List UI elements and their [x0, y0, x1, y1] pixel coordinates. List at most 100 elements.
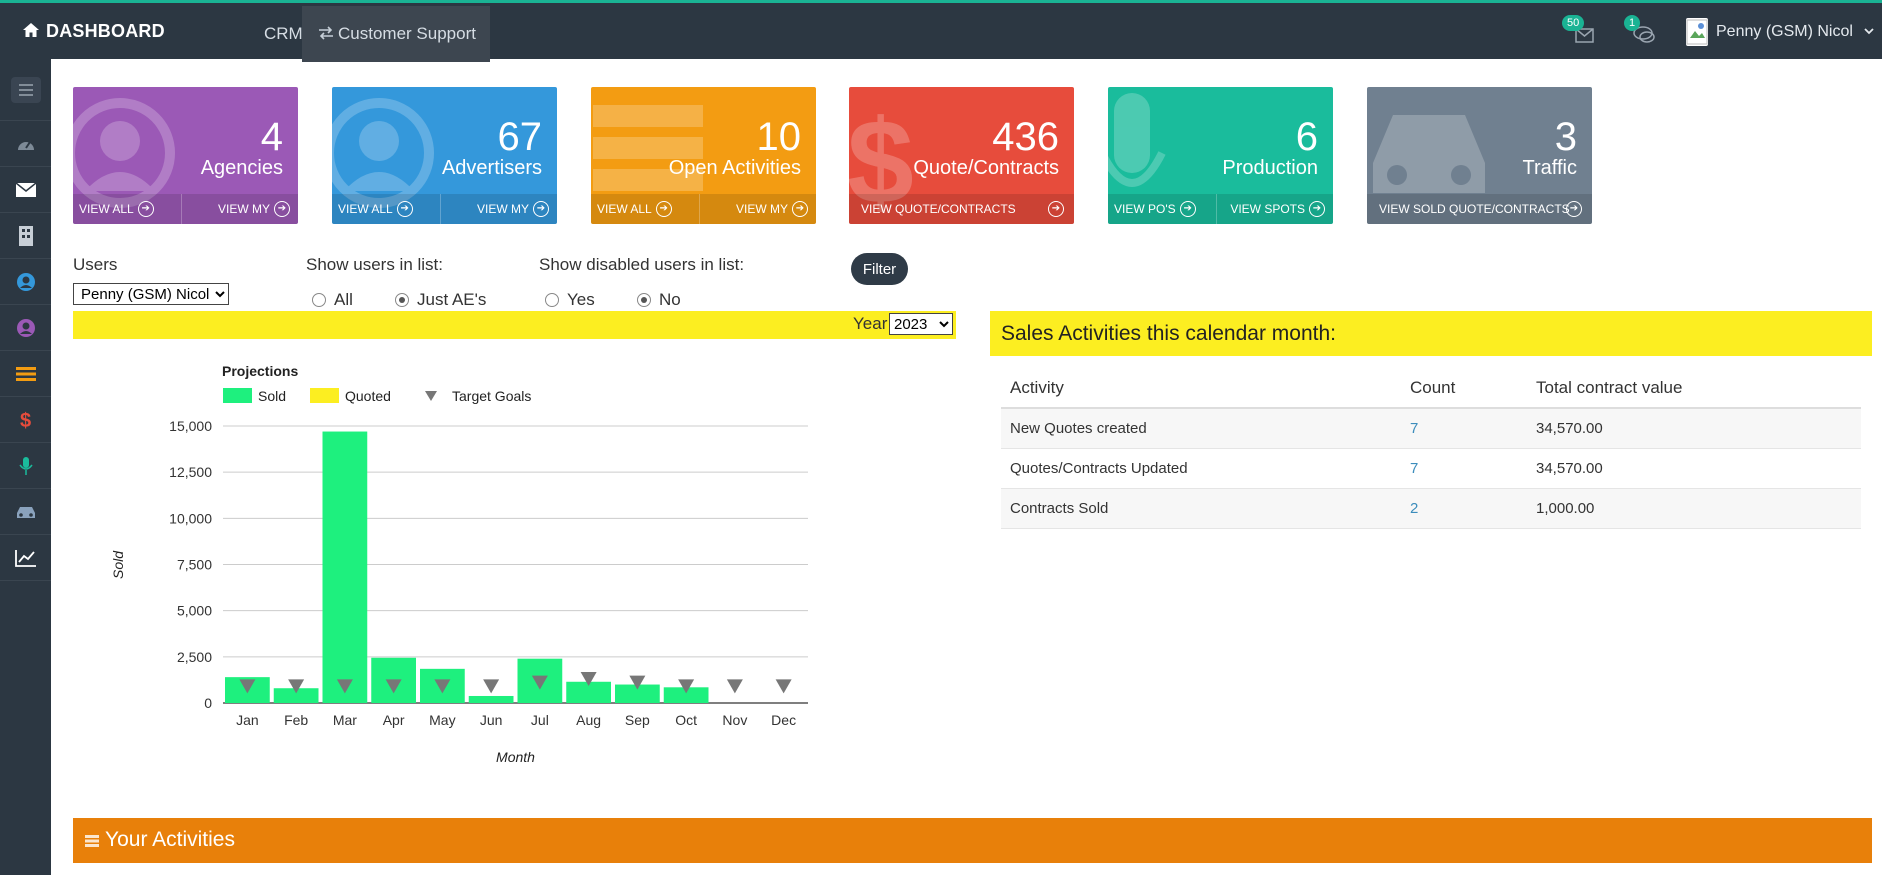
target-goal-marker [288, 679, 305, 694]
sidebar-item-mail[interactable] [0, 167, 51, 213]
radio-show-users-all[interactable] [312, 293, 326, 307]
bar-sold [566, 681, 611, 703]
legend-label-sold: Sold [258, 388, 286, 404]
table-header-row: Activity Count Total contract value [1001, 368, 1861, 409]
radio-label-yes: Yes [567, 290, 595, 309]
sidebar-item-reports[interactable] [0, 535, 51, 581]
x-tick-label: Mar [333, 712, 357, 728]
target-goal-marker [726, 679, 743, 694]
nav-crm[interactable]: CRM [264, 24, 303, 43]
open-activities-label: Open Activities [668, 157, 801, 179]
bar-sold [663, 687, 709, 703]
radio-show-users-just-aes[interactable] [395, 293, 409, 307]
agencies-view-all[interactable]: VIEW ALL ➔ [73, 194, 181, 224]
tile-advertisers[interactable]: 67 Advertisers VIEW ALL ➔ VIEW MY ➔ [332, 87, 557, 224]
view-pos-label: VIEW PO'S [1114, 202, 1176, 216]
year-label: Year [853, 314, 888, 333]
x-tick-label: May [429, 712, 455, 728]
sidebar-item-contracts[interactable]: $ [0, 397, 51, 443]
radio-show-disabled-no[interactable] [637, 293, 651, 307]
advertisers-view-my[interactable]: VIEW MY ➔ [440, 194, 557, 224]
y-tick-label: 7,500 [177, 557, 212, 573]
open-activities-view-my[interactable]: VIEW MY ➔ [699, 194, 816, 224]
tile-traffic[interactable]: 3 Traffic VIEW SOLD QUOTE/CONTRACTS ➔ [1367, 87, 1592, 224]
filter-button[interactable]: Filter [851, 253, 908, 285]
sidebar-item-dashboard[interactable] [0, 121, 51, 167]
x-tick-label: Aug [576, 712, 601, 728]
target-goal-marker [336, 679, 353, 694]
agencies-count: 4 [260, 115, 283, 159]
tile-agencies[interactable]: 4 Agencies VIEW ALL ➔ VIEW MY ➔ [73, 87, 298, 224]
view-my-label: VIEW MY [476, 202, 529, 216]
target-goal-marker [678, 679, 695, 694]
year-select[interactable]: 2023 [889, 313, 953, 335]
advertisers-view-all[interactable]: VIEW ALL ➔ [332, 194, 440, 224]
user-circle-icon [73, 98, 175, 208]
bar-sold [615, 684, 660, 703]
count-link[interactable]: 2 [1401, 488, 1527, 529]
sales-activities-table: Activity Count Total contract value New … [1001, 368, 1861, 529]
show-disabled-label: Show disabled users in list: [539, 255, 745, 274]
col-activity: Activity [1001, 368, 1401, 409]
nav-customer-support[interactable]: Customer Support [302, 6, 490, 62]
target-goal-marker [580, 671, 597, 686]
sidebar-item-advertisers[interactable] [0, 259, 51, 305]
sales-activities-heading: Sales Activities this calendar month: [990, 311, 1872, 356]
tile-production[interactable]: 6 Production VIEW PO'S ➔ VIEW SPOTS ➔ [1108, 87, 1333, 224]
count-link[interactable]: 7 [1401, 448, 1527, 489]
users-label: Users [73, 255, 118, 274]
list-icon [15, 366, 36, 381]
user-menu[interactable]: Penny (GSM) Nicol [1686, 18, 1875, 46]
view-sold-quote-contracts[interactable]: VIEW SOLD QUOTE/CONTRACTS ➔ [1367, 194, 1592, 224]
target-goal-marker [775, 679, 792, 694]
x-tick-label: Nov [722, 712, 747, 728]
radio-label-just-aes: Just AE's [417, 290, 487, 309]
view-quote-contracts[interactable]: VIEW QUOTE/CONTRACTS ➔ [849, 194, 1074, 224]
radio-label-all: All [334, 290, 353, 309]
count-link[interactable]: 7 [1401, 408, 1527, 449]
activity-cell: Contracts Sold [1001, 488, 1401, 529]
chart-line-icon [14, 549, 36, 567]
production-view-spots[interactable]: VIEW SPOTS ➔ [1216, 194, 1333, 224]
nav-customer-support-label: Customer Support [338, 24, 476, 43]
tile-quote-contracts[interactable]: $ 436 Quote/Contracts VIEW QUOTE/CONTRAC… [849, 87, 1074, 224]
y-tick-label: 5,000 [177, 603, 212, 619]
users-select[interactable]: Penny (GSM) Nicol [73, 283, 229, 305]
your-activities-heading: Your Activities [73, 818, 1872, 863]
user-circle-icon [16, 272, 35, 291]
activity-cell: New Quotes created [1001, 408, 1401, 449]
table-row: Contracts Sold 2 1,000.00 [1001, 488, 1861, 529]
user-circle-icon [16, 318, 35, 337]
dashboard-link[interactable]: DASHBOARD [22, 21, 165, 42]
envelope-icon [15, 182, 36, 197]
mail-notifications[interactable]: 50 [1562, 15, 1594, 50]
value-cell: 1,000.00 [1527, 488, 1861, 529]
value-cell: 34,570.00 [1527, 448, 1861, 489]
arrow-circle-right-icon: ➔ [655, 201, 672, 217]
sidebar-item-production[interactable] [0, 443, 51, 489]
sidebar-item-contacts[interactable] [0, 305, 51, 351]
radio-show-disabled-yes[interactable] [545, 293, 559, 307]
arrow-circle-right-icon: ➔ [137, 201, 154, 217]
bar-sold [468, 695, 514, 703]
radio-label-no: No [659, 290, 681, 309]
advertisers-count: 67 [497, 115, 543, 159]
y-tick-label: 12,500 [169, 464, 212, 480]
sidebar-item-activities[interactable] [0, 351, 51, 397]
sidebar-item-traffic[interactable] [0, 489, 51, 535]
user-name: Penny (GSM) Nicol [1716, 23, 1853, 41]
chat-badge: 1 [1624, 15, 1641, 31]
target-goal-marker [434, 679, 451, 694]
open-activities-view-all[interactable]: VIEW ALL ➔ [591, 194, 699, 224]
agencies-view-my[interactable]: VIEW MY ➔ [181, 194, 298, 224]
mail-badge: 50 [1562, 15, 1585, 31]
show-users-label: Show users in list: [306, 255, 443, 274]
sidebar-toggle[interactable] [0, 59, 51, 121]
car-icon [16, 506, 35, 518]
production-view-pos[interactable]: VIEW PO'S ➔ [1108, 194, 1216, 224]
tile-open-activities[interactable]: 10 Open Activities VIEW ALL ➔ VIEW MY ➔ [591, 87, 816, 224]
arrow-circle-right-icon: ➔ [1566, 201, 1582, 217]
svg-text:$: $ [849, 95, 914, 223]
chat-notifications[interactable]: 1 [1624, 15, 1656, 50]
sidebar-item-agencies[interactable] [0, 213, 51, 259]
